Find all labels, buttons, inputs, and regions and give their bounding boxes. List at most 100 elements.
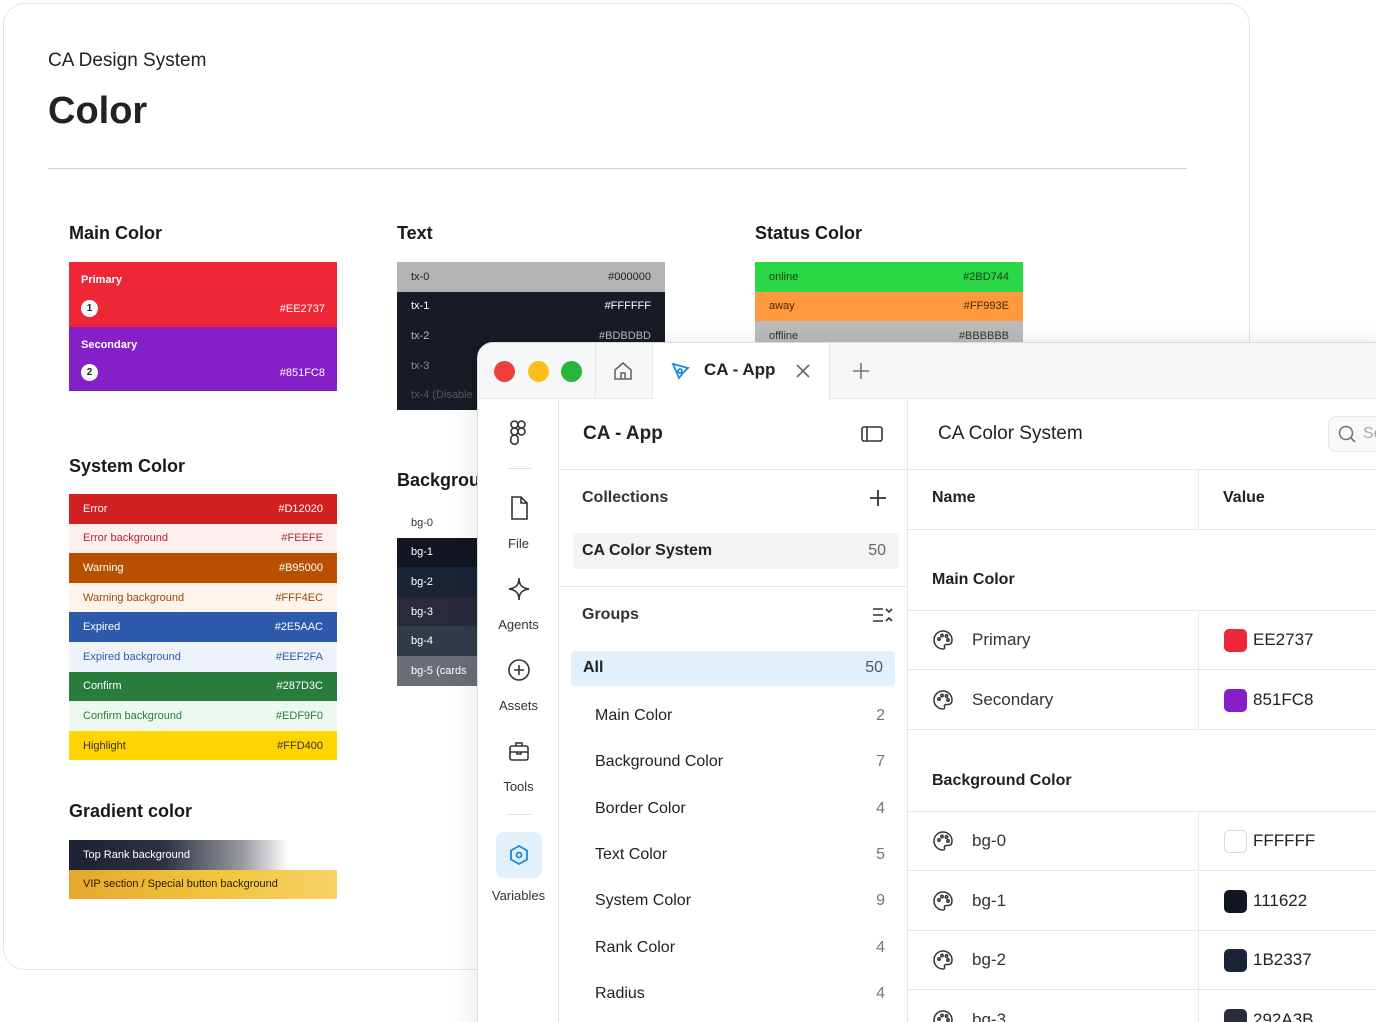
group-item-all[interactable]: All 50 (571, 651, 895, 686)
swatch-hex: #287D3C (276, 680, 323, 693)
close-tab-icon[interactable] (793, 361, 813, 386)
color-swatch[interactable] (1224, 688, 1247, 712)
rail-label: Assets (498, 698, 538, 713)
status-color-row: online #2BD744 (755, 262, 1023, 292)
column-header-value[interactable]: Value (1223, 489, 1265, 506)
palette-icon (932, 689, 954, 716)
gradient-vip: VIP section / Special button background (69, 869, 337, 900)
main-color-primary: Primary 1 #EE2737 (69, 262, 337, 327)
doc-title: Color (48, 90, 148, 132)
close-window-button[interactable] (494, 361, 515, 382)
tab-label: CA - App (704, 360, 776, 379)
swatch-name: Confirm background (83, 709, 183, 722)
group-count: 50 (865, 659, 883, 676)
swatch-hex: #FFFFFF (604, 300, 651, 313)
variable-row[interactable]: bg-1 111622 (908, 871, 1376, 931)
app-window: CA - App File Agents (477, 342, 1376, 1022)
swatch-hex: #000000 (608, 270, 651, 283)
swatch-name: bg-1 (411, 546, 434, 559)
rail-item-assets[interactable]: Assets (478, 657, 559, 713)
system-color-row: Error background #FEEFE (69, 523, 337, 554)
swatch-hex: #2E5AAC (274, 621, 323, 634)
swatch-hex: #BDBDBD (599, 329, 651, 342)
toggle-sidebar-icon[interactable] (860, 424, 884, 449)
swatch-name: tx-2 (411, 329, 430, 342)
swatch-name: bg-3 (411, 605, 434, 618)
search-placeholder: Se (1363, 425, 1376, 442)
section-title-main: Main Color (69, 223, 162, 243)
color-swatch[interactable] (1224, 629, 1247, 652)
group-item[interactable]: Text Color 5 (595, 840, 885, 870)
collection-item-selected[interactable]: CA Color System 50 (573, 533, 899, 569)
color-swatch[interactable] (1224, 889, 1247, 913)
home-icon[interactable] (611, 359, 635, 388)
background-color-row: bg-1 (397, 537, 487, 568)
tab-separator (652, 343, 653, 399)
swatch-hex: #2BD744 (963, 270, 1009, 283)
background-color-row: bg-5 (cards (397, 656, 487, 686)
maximize-window-button[interactable] (561, 361, 582, 382)
variable-row[interactable]: bg-0 FFFFFF (908, 812, 1376, 871)
variable-row[interactable]: bg-3 292A3B (908, 990, 1376, 1022)
variable-row[interactable]: Primary EE2737 (908, 611, 1376, 670)
variable-name: bg-3 (972, 1009, 1007, 1022)
group-item[interactable]: System Color 9 (595, 886, 885, 916)
add-collection-icon[interactable] (869, 489, 887, 512)
column-header-name[interactable]: Name (932, 489, 976, 506)
collapse-groups-icon[interactable] (871, 605, 893, 630)
tools-icon (478, 738, 559, 769)
main-color-swatches: Primary 1 #EE2737 Secondary 2 #851FC8 (69, 262, 337, 391)
column-divider (1198, 990, 1199, 1022)
swatch-name: Error (83, 502, 108, 515)
group-item[interactable]: Border Color 4 (595, 794, 885, 824)
group-item[interactable]: Main Color 2 (595, 701, 885, 731)
status-color-row: away #FF993E (755, 291, 1023, 322)
rail-item-tools[interactable]: Tools (478, 738, 559, 794)
variable-value: EE2737 (1253, 630, 1314, 649)
gradient-top-rank: Top Rank background (69, 840, 337, 870)
swatch-name: Highlight (83, 739, 126, 752)
system-color-row: Warning background #FFF4EC (69, 582, 337, 613)
group-item[interactable]: Background Color 7 (595, 747, 885, 777)
swatch-name: bg-0 (411, 516, 434, 529)
collections-label: Collections (582, 489, 669, 506)
color-swatch[interactable] (1224, 949, 1247, 972)
variable-name: Secondary (972, 689, 1054, 709)
swatch-name: tx-3 (411, 359, 430, 372)
color-swatch[interactable] (1224, 830, 1247, 853)
section-title-text: Text (397, 223, 433, 243)
rail-item-variables[interactable]: Variables (478, 832, 559, 903)
variable-value: FFFFFF (1253, 831, 1316, 850)
swatch-name: tx-4 (Disable (411, 389, 473, 402)
tab-separator (595, 343, 596, 399)
swatch-name: Expired background (83, 650, 181, 663)
rail-item-agents[interactable]: Agents (478, 576, 559, 632)
table-divider (908, 811, 1376, 812)
panel-title: CA - App (583, 423, 663, 444)
swatch-hex: #FEEFE (281, 532, 323, 545)
gradient-swatches: Top Rank background VIP section / Specia… (69, 840, 337, 900)
figma-logo-icon[interactable] (506, 419, 530, 452)
background-color-row: bg-0 (397, 508, 487, 538)
swatch-name: Warning (83, 561, 124, 574)
color-swatch[interactable] (1224, 1008, 1247, 1022)
swatch-hex: #FFD400 (277, 739, 323, 752)
group-item[interactable]: Rank Color 4 (595, 933, 885, 963)
group-item[interactable]: Radius 4 (595, 979, 885, 1009)
variable-name: bg-1 (972, 890, 1007, 910)
system-color-row: Confirm background #EDF9F0 (69, 701, 337, 731)
variables-panel: CA - App Collections CA Color System 50 … (559, 399, 908, 1022)
variable-row[interactable]: bg-2 1B2337 (908, 931, 1376, 990)
minimize-window-button[interactable] (528, 361, 549, 382)
rail-item-file[interactable]: File (478, 495, 559, 551)
status-color-swatches: online #2BD744 away #FF993E offline #BBBBBB (755, 262, 1023, 351)
system-color-row: Error #D12020 (69, 494, 337, 524)
variable-row[interactable]: Secondary 851FC8 (908, 670, 1376, 730)
text-color-row: tx-0 #000000 (397, 262, 665, 292)
search-input[interactable]: Se (1328, 416, 1376, 452)
table-divider (908, 469, 1376, 470)
variable-value: 111622 (1253, 890, 1308, 910)
new-tab-icon[interactable] (851, 361, 871, 386)
main-color-number: 2 (81, 364, 98, 381)
assets-icon (478, 657, 559, 688)
